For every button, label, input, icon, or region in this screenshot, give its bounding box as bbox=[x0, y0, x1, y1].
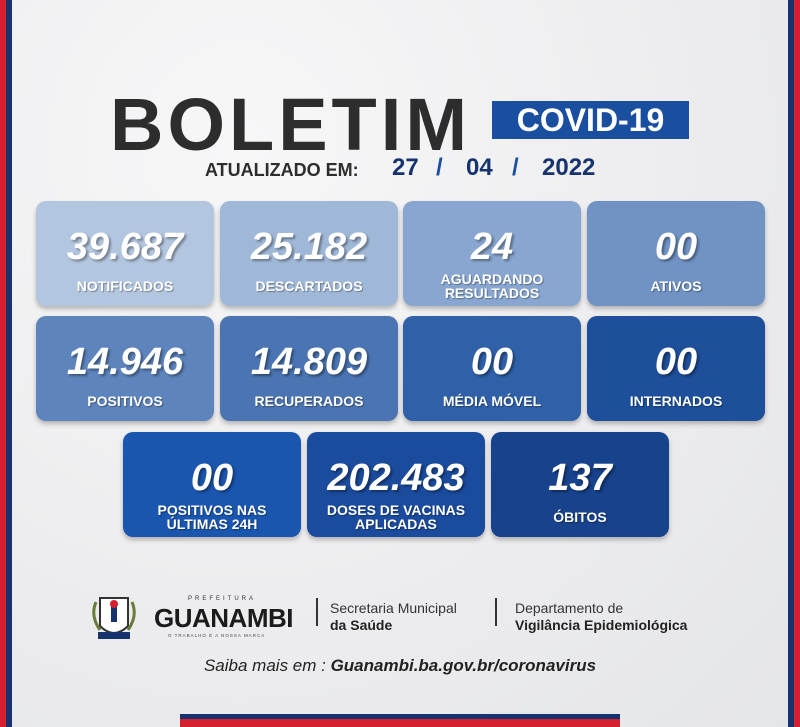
stat-value: 24 bbox=[470, 226, 514, 268]
right-red-stripe bbox=[794, 0, 800, 727]
date-day: 27 bbox=[392, 154, 419, 181]
stat-label: POSITIVOS NAS ÚLTIMAS 24H bbox=[157, 502, 267, 532]
title: BOLETIM bbox=[110, 83, 471, 166]
stat-card: 25.182 DESCARTADOS bbox=[220, 201, 398, 306]
left-red-stripe bbox=[0, 0, 6, 727]
stat-label: AGUARDANDO RESULTADOS bbox=[440, 271, 544, 301]
stat-value: 14.946 bbox=[66, 341, 184, 383]
stat-value: 25.182 bbox=[250, 226, 368, 268]
city-motto: O TRABALHO É A NOSSA MARCA bbox=[168, 633, 266, 638]
dept-line1: Departamento de bbox=[515, 600, 624, 616]
stat-value: 00 bbox=[470, 341, 514, 383]
date-sep: / bbox=[436, 154, 443, 181]
more-label: Saiba mais em : bbox=[203, 656, 331, 675]
city-name: GUANAMBI bbox=[154, 603, 294, 633]
covid-badge: COVID-19 bbox=[492, 101, 689, 139]
updated-label: ATUALIZADO EM: bbox=[205, 160, 359, 180]
stat-card: 00 ATIVOS bbox=[587, 201, 765, 306]
dept-line2: Vigilância Epidemiológica bbox=[515, 617, 688, 633]
left-blue-stripe bbox=[6, 0, 12, 727]
city-crest-icon bbox=[92, 597, 136, 639]
stat-value: 00 bbox=[654, 341, 698, 383]
stat-card: 137 ÓBITOS bbox=[491, 432, 669, 537]
stat-label: MÉDIA MÓVEL bbox=[442, 393, 542, 409]
stat-value: 00 bbox=[190, 457, 234, 499]
stat-label: DESCARTADOS bbox=[255, 278, 363, 294]
footer-logos: PREFEITURA GUANAMBI O TRABALHO É A NOSSA… bbox=[88, 588, 728, 648]
stat-label: NOTIFICADOS bbox=[76, 278, 174, 294]
stat-label: DOSES DE VACINAS APLICADAS bbox=[326, 502, 466, 532]
divider bbox=[316, 598, 318, 626]
stat-value: 202.483 bbox=[327, 457, 465, 499]
prefeitura-label: PREFEITURA bbox=[188, 596, 257, 602]
date-sep: / bbox=[512, 154, 519, 181]
stat-label: POSITIVOS bbox=[87, 393, 163, 409]
secretaria-line2: da Saúde bbox=[330, 617, 393, 633]
date-month: 04 bbox=[466, 154, 493, 181]
right-blue-stripe bbox=[788, 0, 794, 727]
stat-card: 202.483 DOSES DE VACINAS APLICADAS bbox=[307, 432, 485, 537]
secretaria-line1: Secretaria Municipal bbox=[330, 600, 457, 616]
date-year: 2022 bbox=[542, 154, 596, 181]
stat-value: 39.687 bbox=[66, 226, 184, 268]
stat-card: 14.946 POSITIVOS bbox=[36, 316, 214, 421]
stat-card: 00 POSITIVOS NAS ÚLTIMAS 24H bbox=[123, 432, 301, 537]
stat-label: ATIVOS bbox=[650, 278, 702, 294]
stat-card: 39.687 NOTIFICADOS bbox=[36, 201, 214, 306]
stat-card: 00 MÉDIA MÓVEL bbox=[403, 316, 581, 421]
stat-label: RECUPERADOS bbox=[254, 393, 364, 409]
bottom-flag-bar bbox=[180, 714, 620, 727]
stat-card: 24 AGUARDANDO RESULTADOS bbox=[403, 201, 581, 306]
website-link[interactable]: Guanambi.ba.gov.br/coronavirus bbox=[330, 656, 597, 675]
divider bbox=[495, 598, 497, 626]
stat-label: ÓBITOS bbox=[553, 509, 607, 525]
stat-value: 137 bbox=[548, 457, 612, 499]
stat-value: 00 bbox=[654, 226, 698, 268]
stat-card: 00 INTERNADOS bbox=[587, 316, 765, 421]
stat-label: INTERNADOS bbox=[629, 393, 723, 409]
stat-card: 14.809 RECUPERADOS bbox=[220, 316, 398, 421]
stat-value: 14.809 bbox=[250, 341, 368, 383]
more-info: Saiba mais em : Guanambi.ba.gov.br/coron… bbox=[0, 656, 800, 676]
